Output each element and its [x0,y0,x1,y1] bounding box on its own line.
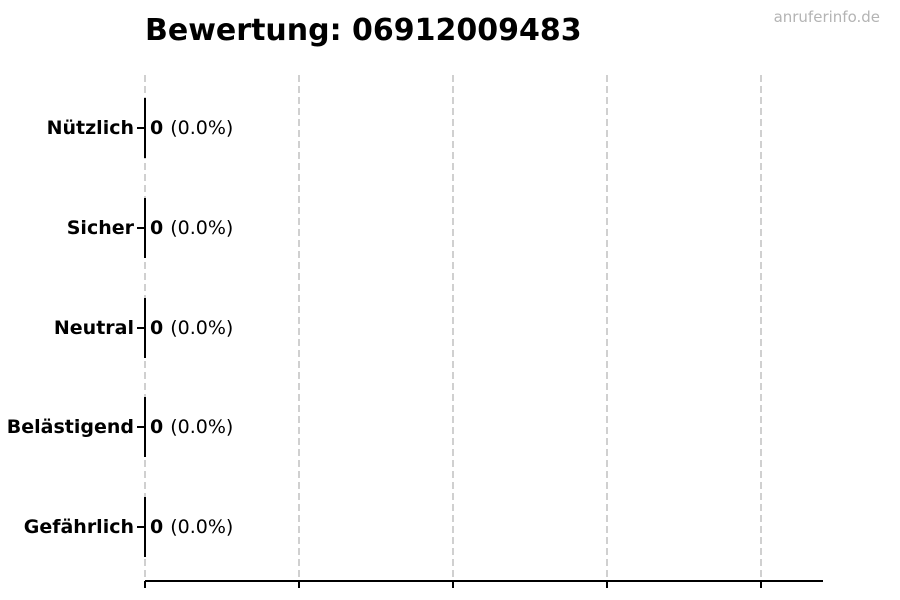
percent-label: (0.0%) [170,217,234,239]
value-label: 0 [150,217,164,239]
watermark: anruferinfo.de [773,8,880,26]
category-label: Gefährlich [23,516,134,538]
chart-title: Bewertung: 06912009483 [145,13,582,48]
category-label: Belästigend [6,416,134,438]
zero-value-bar [144,198,146,258]
percent-label: (0.0%) [170,516,234,538]
zero-value-bar [144,98,146,158]
value-label: 0 [150,117,164,139]
category-label: Neutral [53,317,134,339]
y-axis-tick [137,227,145,229]
percent-label: (0.0%) [170,117,234,139]
value-annotation: 0 (0.0%) [150,415,233,439]
zero-value-bar [144,397,146,457]
gridline [298,75,300,581]
percent-label: (0.0%) [170,317,234,339]
y-axis-tick [137,327,145,329]
category-label: Nützlich [46,117,134,139]
category-label: Sicher [66,217,134,239]
value-label: 0 [150,516,164,538]
value-label: 0 [150,317,164,339]
x-axis-tick [760,581,762,588]
x-axis-line [145,580,823,582]
y-axis-tick [137,426,145,428]
gridline [452,75,454,581]
value-annotation: 0 (0.0%) [150,316,233,340]
x-axis-tick [606,581,608,588]
x-axis-tick [452,581,454,588]
value-label: 0 [150,416,164,438]
value-annotation: 0 (0.0%) [150,216,233,240]
x-axis-tick [298,581,300,588]
gridline [606,75,608,581]
y-axis-tick [137,526,145,528]
zero-value-bar [144,497,146,557]
percent-label: (0.0%) [170,416,234,438]
y-axis-tick [137,127,145,129]
zero-value-bar [144,298,146,358]
value-annotation: 0 (0.0%) [150,515,233,539]
gridline [760,75,762,581]
x-axis-tick [144,581,146,588]
value-annotation: 0 (0.0%) [150,116,233,140]
